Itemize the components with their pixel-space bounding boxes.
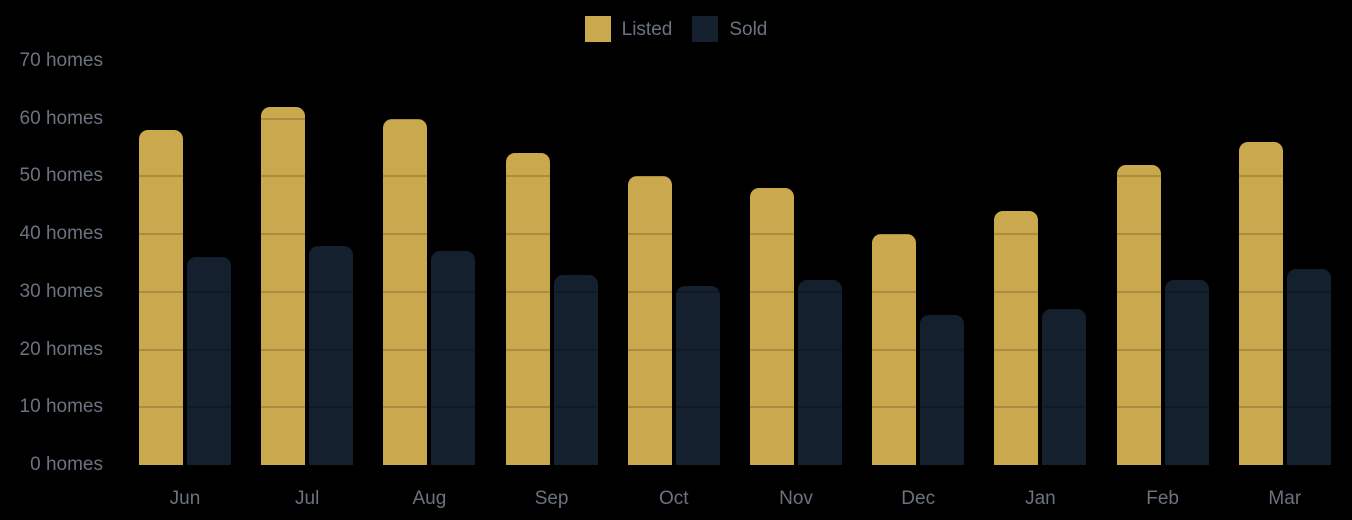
legend-item-sold[interactable]: Sold	[692, 16, 767, 42]
legend-label: Sold	[729, 18, 768, 40]
bar-group-nov	[750, 61, 842, 465]
bar-group-mar	[1238, 61, 1331, 465]
legend-label: Listed	[621, 18, 673, 40]
y-tick-label: 10 homes	[19, 396, 103, 418]
bar-group-dec	[872, 61, 965, 465]
bar-sold-dec[interactable]	[920, 314, 965, 465]
y-tick-label: 0 homes	[30, 454, 103, 475]
y-tick-label: 20 homes	[19, 338, 103, 360]
bar-sold-jun[interactable]	[187, 257, 231, 465]
bar-group-jun	[139, 61, 231, 465]
bar-listed-jun[interactable]	[139, 130, 183, 465]
bar-listed-nov[interactable]	[750, 187, 794, 465]
plot-area	[139, 60, 1352, 465]
x-tick-label-mar: Mar	[1268, 488, 1302, 509]
legend-item-listed[interactable]: Listed	[584, 16, 673, 42]
bar-sold-aug[interactable]	[431, 251, 476, 465]
bar-sold-jul[interactable]	[309, 245, 354, 465]
x-tick-label-dec: Dec	[901, 488, 936, 509]
bar-listed-mar[interactable]	[1238, 141, 1283, 465]
bar-sold-nov[interactable]	[798, 280, 842, 465]
legend-swatch-sold	[692, 16, 719, 42]
bar-sold-jan[interactable]	[1042, 309, 1087, 465]
legend-swatch-listed	[584, 16, 611, 42]
bar-listed-jan[interactable]	[994, 211, 1039, 465]
y-tick-label: 30 homes	[19, 280, 103, 302]
y-tick-label: 70 homes	[19, 50, 103, 71]
x-tick-label-oct: Oct	[659, 488, 689, 509]
x-tick-label-sep: Sep	[534, 488, 569, 509]
bar-sold-oct[interactable]	[675, 286, 720, 465]
bar-group-oct	[627, 61, 720, 465]
x-tick-label-aug: Aug	[412, 488, 447, 509]
x-tick-label-feb: Feb	[1146, 488, 1179, 509]
bar-listed-oct[interactable]	[627, 176, 672, 465]
y-tick-label: 60 homes	[19, 107, 103, 129]
x-tick-label-nov: Nov	[779, 488, 813, 509]
bar-sold-mar[interactable]	[1286, 268, 1331, 465]
bar-group-sep	[505, 61, 598, 465]
bar-listed-dec[interactable]	[872, 234, 917, 465]
chart-legend: Listed Sold	[0, 16, 1352, 42]
x-tick-label-jan: Jan	[1025, 488, 1056, 509]
bar-group-aug	[383, 61, 476, 465]
bar-group-jan	[994, 61, 1087, 465]
bar-listed-sep[interactable]	[505, 153, 550, 465]
bar-group-jul	[261, 61, 354, 465]
y-tick-label: 40 homes	[19, 223, 103, 245]
bar-group-feb	[1116, 61, 1209, 465]
bar-listed-aug[interactable]	[383, 118, 428, 465]
bar-listed-jul[interactable]	[261, 107, 306, 465]
x-tick-label-jul: Jul	[295, 488, 320, 509]
y-tick-label: 50 homes	[19, 165, 103, 187]
bar-sold-sep[interactable]	[553, 274, 598, 465]
bar-listed-feb[interactable]	[1116, 164, 1161, 465]
bar-sold-feb[interactable]	[1164, 280, 1209, 465]
x-tick-label-jun: Jun	[169, 488, 201, 509]
